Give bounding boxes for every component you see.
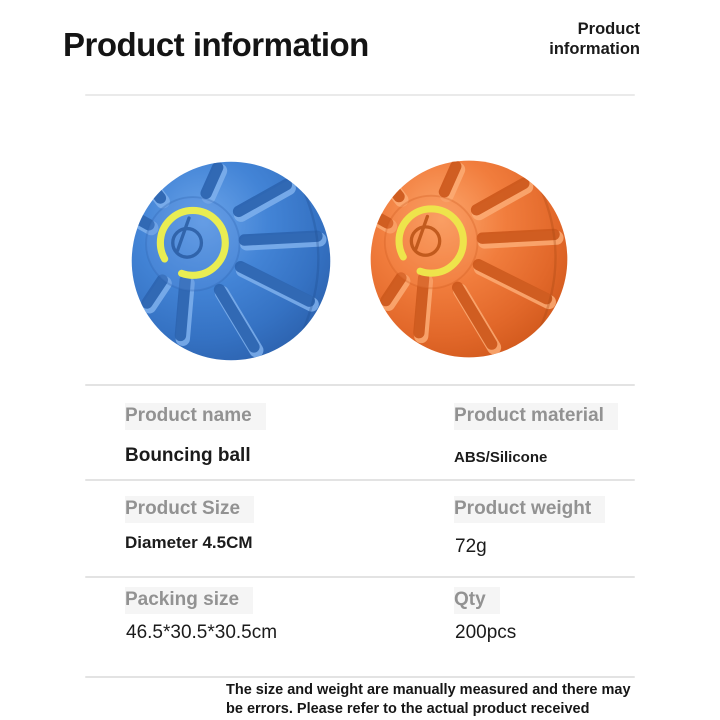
corner-title: Product information bbox=[549, 20, 640, 58]
spec-value-packing-size: 46.5*30.5*30.5cm bbox=[126, 622, 278, 643]
orange-ball-graphic bbox=[365, 160, 568, 358]
power-button bbox=[383, 194, 479, 290]
blue-ball-grooves bbox=[132, 167, 320, 350]
spec-label-product-name: Product name bbox=[125, 403, 266, 430]
orange-ball-grooves bbox=[371, 166, 557, 347]
table-divider bbox=[85, 676, 635, 678]
spec-label-product-weight: Product weight bbox=[454, 496, 606, 523]
yellow-ring bbox=[395, 205, 467, 277]
page-title: Product information bbox=[63, 26, 369, 63]
table-divider bbox=[85, 576, 635, 578]
yellow-ring bbox=[156, 206, 229, 279]
spec-label-product-material: Product material bbox=[454, 403, 618, 430]
spec-value-qty: 200pcs bbox=[455, 622, 517, 643]
blue-ball-graphic bbox=[126, 154, 331, 361]
spec-label-product-size: Product Size bbox=[125, 496, 255, 523]
spec-label-packing-size: Packing size bbox=[125, 587, 254, 614]
spec-value-product-weight: 72g bbox=[455, 536, 487, 557]
measurement-disclaimer: The size and weight are manually measure… bbox=[226, 682, 631, 717]
mold-seam-line bbox=[537, 187, 557, 333]
spec-value-product-material: ABS/Silicone bbox=[454, 449, 548, 466]
power-icon bbox=[409, 214, 442, 257]
header-divider bbox=[85, 94, 635, 96]
power-icon bbox=[171, 216, 204, 259]
table-divider bbox=[85, 384, 635, 386]
spec-label-qty: Qty bbox=[454, 587, 500, 614]
bouncing-ball-blue-image bbox=[126, 154, 336, 368]
power-button bbox=[145, 196, 241, 292]
bouncing-ball-orange-image bbox=[365, 154, 573, 364]
mold-seam-line bbox=[300, 189, 320, 335]
table-divider bbox=[85, 479, 635, 481]
spec-value-product-name: Bouncing ball bbox=[125, 445, 251, 466]
spec-value-product-size: Diameter 4.5CM bbox=[125, 533, 253, 552]
